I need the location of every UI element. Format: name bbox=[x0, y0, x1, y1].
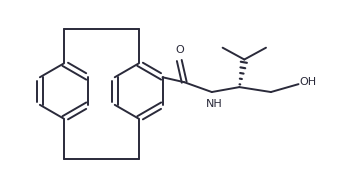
Text: NH: NH bbox=[205, 99, 222, 109]
Text: O: O bbox=[175, 45, 184, 55]
Text: OH: OH bbox=[300, 77, 317, 87]
